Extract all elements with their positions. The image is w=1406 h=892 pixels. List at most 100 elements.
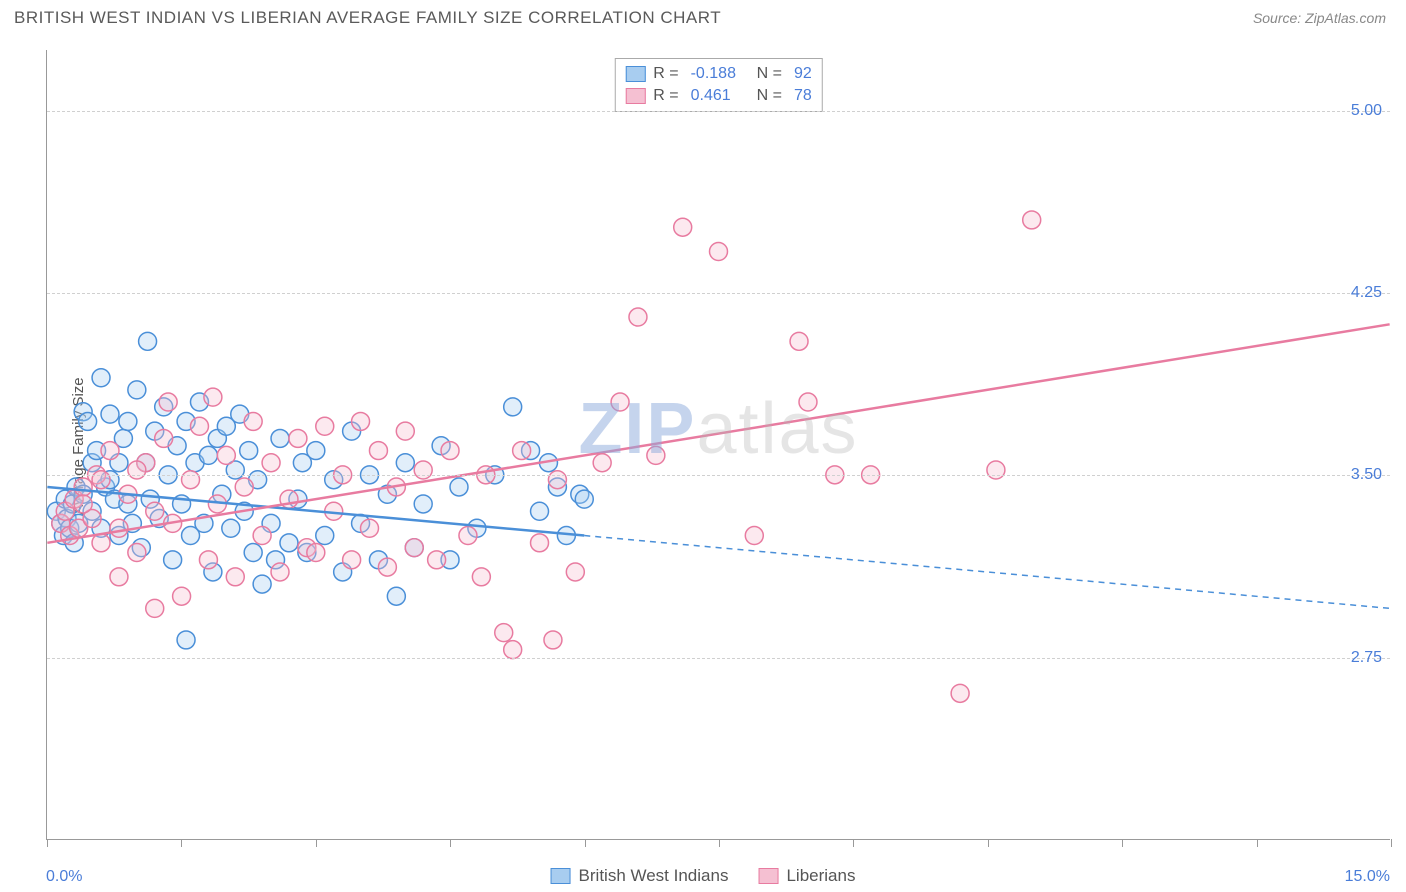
data-point: [110, 519, 128, 537]
y-tick-label: 2.75: [1351, 649, 1382, 667]
x-tick: [181, 839, 182, 847]
data-point: [199, 446, 217, 464]
data-point: [79, 412, 97, 430]
data-point: [139, 332, 157, 350]
data-point: [495, 624, 513, 642]
data-point: [575, 490, 593, 508]
data-point: [253, 575, 271, 593]
data-point: [472, 568, 490, 586]
data-point: [441, 442, 459, 460]
scatter-plot: [47, 50, 1390, 839]
trend-line: [47, 324, 1389, 542]
data-point: [513, 442, 531, 460]
data-point: [155, 429, 173, 447]
data-point: [611, 393, 629, 411]
data-point: [222, 519, 240, 537]
legend-label: Liberians: [786, 866, 855, 886]
data-point: [316, 527, 334, 545]
data-point: [262, 454, 280, 472]
data-point: [271, 563, 289, 581]
data-point: [674, 218, 692, 236]
x-tick: [853, 839, 854, 847]
data-point: [199, 551, 217, 569]
legend-row: R = 0.461 N = 78: [625, 85, 811, 107]
x-tick: [719, 839, 720, 847]
legend-swatch: [625, 66, 645, 82]
data-point: [289, 429, 307, 447]
legend-row: R = -0.188 N = 92: [625, 63, 811, 85]
data-point: [307, 442, 325, 460]
data-point: [92, 471, 110, 489]
data-point: [307, 544, 325, 562]
data-point: [799, 393, 817, 411]
data-point: [119, 412, 137, 430]
data-point: [647, 446, 665, 464]
source-label: Source: ZipAtlas.com: [1253, 10, 1386, 26]
legend-item: Liberians: [758, 866, 855, 886]
x-tick: [1257, 839, 1258, 847]
data-point: [128, 381, 146, 399]
data-point: [244, 412, 262, 430]
data-point: [361, 519, 379, 537]
legend-r-label: R =: [653, 65, 678, 83]
data-point: [244, 544, 262, 562]
data-point: [629, 308, 647, 326]
data-point: [1023, 211, 1041, 229]
x-tick: [585, 839, 586, 847]
data-point: [240, 442, 258, 460]
data-point: [428, 551, 446, 569]
data-point: [101, 442, 119, 460]
series-legend: British West Indians Liberians: [551, 866, 856, 886]
data-point: [92, 369, 110, 387]
data-point: [316, 417, 334, 435]
legend-n-value: 78: [794, 87, 812, 105]
data-point: [414, 495, 432, 513]
data-point: [544, 631, 562, 649]
x-max-label: 15.0%: [1345, 868, 1390, 886]
data-point: [396, 422, 414, 440]
data-point: [280, 534, 298, 552]
x-tick: [988, 839, 989, 847]
legend-swatch: [625, 88, 645, 104]
legend-r-value: 0.461: [691, 87, 749, 105]
data-point: [92, 534, 110, 552]
data-point: [352, 412, 370, 430]
data-point: [159, 393, 177, 411]
data-point: [710, 243, 728, 261]
data-point: [110, 568, 128, 586]
data-point: [217, 446, 235, 464]
x-tick: [450, 839, 451, 847]
data-point: [235, 478, 253, 496]
y-tick-label: 4.25: [1351, 284, 1382, 302]
data-point: [253, 527, 271, 545]
legend-label: British West Indians: [579, 866, 729, 886]
data-point: [128, 544, 146, 562]
data-point: [790, 332, 808, 350]
data-point: [74, 495, 92, 513]
data-point: [405, 539, 423, 557]
legend-item: British West Indians: [551, 866, 729, 886]
data-point: [450, 478, 468, 496]
data-point: [951, 684, 969, 702]
data-point: [146, 502, 164, 520]
data-point: [593, 454, 611, 472]
data-point: [177, 631, 195, 649]
x-min-label: 0.0%: [46, 868, 82, 886]
correlation-legend: R = -0.188 N = 92 R = 0.461 N = 78: [614, 58, 822, 112]
data-point: [504, 398, 522, 416]
x-tick: [1122, 839, 1123, 847]
data-point: [182, 471, 200, 489]
legend-swatch: [758, 868, 778, 884]
data-point: [378, 558, 396, 576]
x-tick: [47, 839, 48, 847]
legend-n-value: 92: [794, 65, 812, 83]
data-point: [566, 563, 584, 581]
legend-n-label: N =: [757, 65, 782, 83]
legend-r-value: -0.188: [691, 65, 749, 83]
data-point: [146, 599, 164, 617]
data-point: [531, 534, 549, 552]
data-point: [396, 454, 414, 472]
data-point: [531, 502, 549, 520]
data-point: [745, 527, 763, 545]
data-point: [548, 471, 566, 489]
